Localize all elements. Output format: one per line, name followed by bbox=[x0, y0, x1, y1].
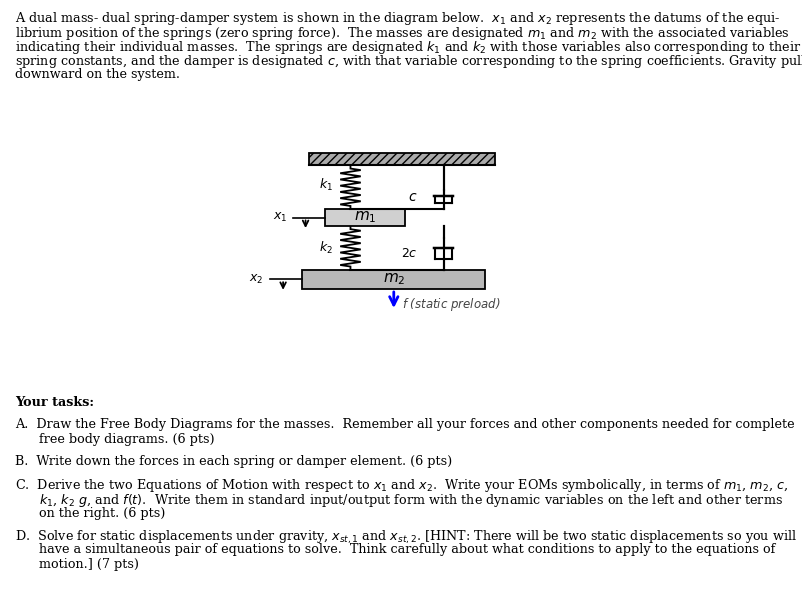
Text: Your tasks:: Your tasks: bbox=[15, 396, 94, 409]
Text: downward on the system.: downward on the system. bbox=[15, 68, 180, 81]
Text: $x_1$: $x_1$ bbox=[273, 211, 287, 224]
Text: A dual mass- dual spring-damper system is shown in the diagram below.  $x_1$ and: A dual mass- dual spring-damper system i… bbox=[15, 10, 780, 27]
Text: on the right. (6 pts): on the right. (6 pts) bbox=[15, 507, 165, 519]
Text: spring constants, and the damper is designated $c$, with that variable correspon: spring constants, and the damper is desi… bbox=[15, 53, 802, 70]
Text: A.  Draw the Free Body Diagrams for the masses.  Remember all your forces and ot: A. Draw the Free Body Diagrams for the m… bbox=[15, 418, 795, 431]
Text: $2c$: $2c$ bbox=[401, 247, 418, 261]
Text: $m_1$: $m_1$ bbox=[354, 210, 376, 225]
Text: $k_1$: $k_1$ bbox=[319, 177, 333, 193]
Text: B.  Write down the forces in each spring or damper element. (6 pts): B. Write down the forces in each spring … bbox=[15, 455, 452, 468]
Bar bbox=[302, 270, 485, 289]
Text: $k_1$, $k_2$ $g$, and $f(t)$.  Write them in standard input/output form with the: $k_1$, $k_2$ $g$, and $f(t)$. Write them… bbox=[15, 492, 783, 509]
Text: $x_2$: $x_2$ bbox=[249, 273, 263, 286]
Text: free body diagrams. (6 pts): free body diagrams. (6 pts) bbox=[15, 433, 215, 445]
Bar bbox=[309, 153, 495, 165]
Text: $k_2$: $k_2$ bbox=[319, 240, 333, 256]
Text: indicating their individual masses.  The springs are designated $k_1$ and $k_2$ : indicating their individual masses. The … bbox=[15, 39, 802, 56]
Text: $c$: $c$ bbox=[408, 190, 418, 204]
Text: D.  Solve for static displacements under gravity, $x_{st,1}$ and $x_{st,2}$. [HI: D. Solve for static displacements under … bbox=[15, 529, 797, 546]
Text: have a simultaneous pair of equations to solve.  Think carefully about what cond: have a simultaneous pair of equations to… bbox=[15, 544, 776, 556]
Text: $m_2$: $m_2$ bbox=[383, 271, 405, 287]
Bar bbox=[325, 209, 405, 226]
Text: librium position of the springs (zero spring force).  The masses are designated : librium position of the springs (zero sp… bbox=[15, 24, 790, 41]
Text: motion.] (7 pts): motion.] (7 pts) bbox=[15, 558, 139, 571]
Text: C.  Derive the two Equations of Motion with respect to $x_1$ and $x_2$.  Write y: C. Derive the two Equations of Motion wi… bbox=[15, 478, 788, 494]
Text: $f$ (static preload): $f$ (static preload) bbox=[402, 296, 500, 313]
